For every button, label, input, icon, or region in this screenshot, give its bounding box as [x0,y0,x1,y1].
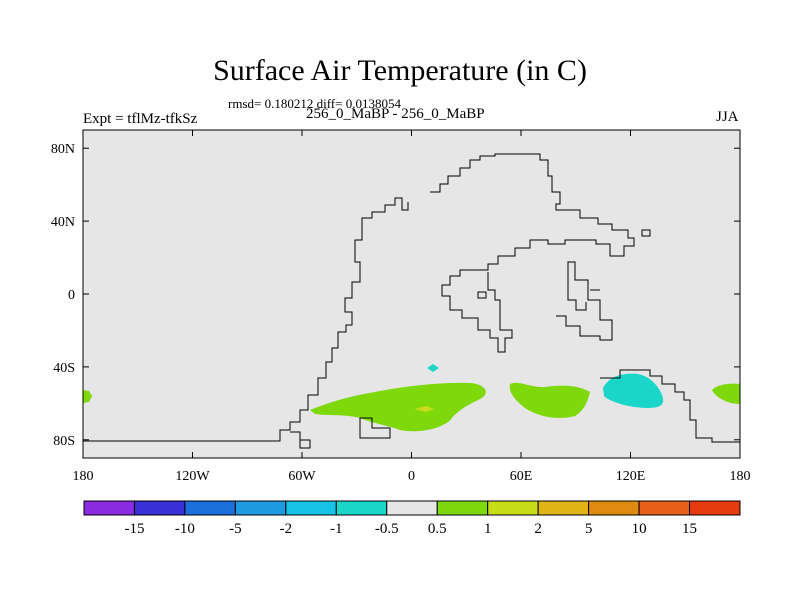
region-southern-ocean-central-warm-band [509,382,590,418]
colorbar-label: -1 [330,521,343,537]
region-warm-edge-180W [83,390,92,403]
colorbar-swatch [689,500,741,516]
stats-line: rmsd= 0.180212 diff= 0.0138054 [228,96,401,111]
y-axis: 80N 40N 0 40S 80S [51,142,740,449]
y-tick-label: 80S [53,434,75,449]
colorbar-swatch [83,500,135,516]
y-tick-label: 40S [53,361,75,376]
colorbar-label: 10 [632,521,647,537]
x-tick-label: 0 [408,469,415,484]
colorbar-swatch [436,500,489,516]
region-small-cool-dot [427,364,439,372]
coastline-south-america [290,417,391,449]
chart-title: Surface Air Temperature (in C) [213,54,587,87]
colorbar-label: -10 [175,521,195,537]
region-cool-patch-120E [603,373,664,408]
y-tick-label: 40N [51,215,75,230]
x-axis: 180 120W 60W 0 60E 120E 180 [73,130,751,484]
x-tick-label: 60W [288,469,316,484]
coastline-eurasia-africa [430,153,635,353]
x-tick-label: 120E [616,469,646,484]
colorbar: -15 -10 -5 -2 -1 -0.5 0.5 1 2 5 10 15 [83,500,741,537]
x-tick-label: 180 [730,469,751,484]
colorbar-swatch [487,500,539,516]
x-tick-label: 60E [510,469,533,484]
colorbar-label: 1 [484,521,492,537]
colorbar-label: -5 [229,521,242,537]
colorbar-swatch [638,500,691,516]
period-label: 256_0_MaBP - 256_0_MaBP [306,106,485,122]
coastline-asia-south [556,261,613,341]
coastline-americas [83,197,409,442]
season-label: JJA [716,109,739,125]
colorbar-label: 5 [585,521,593,537]
colorbar-label: -2 [280,521,293,537]
colorbar-swatch [133,500,186,516]
y-tick-label: 80N [51,142,75,157]
y-tick-label: 0 [68,288,75,303]
colorbar-label: 15 [682,521,697,537]
anomaly-regions [83,364,740,432]
colorbar-label: 2 [534,521,542,537]
x-tick-label: 180 [73,469,94,484]
region-southern-ocean-west-warm-band [310,382,486,432]
colorbar-label: -0.5 [375,521,399,537]
coastlines [83,153,740,449]
colorbar-swatch [285,500,337,516]
experiment-label: Expt = tflMz-tfkSz [83,111,198,127]
region-small-warm-patch-near-0 [414,406,434,412]
colorbar-swatch [335,500,388,516]
region-warm-edge-180E [712,383,740,404]
coastline-australia-east [600,369,740,443]
colorbar-swatch [537,500,590,516]
colorbar-label: -15 [124,521,144,537]
colorbar-swatch [386,500,438,516]
coastline-island-small [477,229,651,299]
colorbar-swatch [184,500,236,516]
colorbar-label: 0.5 [428,521,447,537]
x-tick-label: 120W [175,469,210,484]
colorbar-swatch [588,500,640,516]
colorbar-swatch [234,500,287,516]
